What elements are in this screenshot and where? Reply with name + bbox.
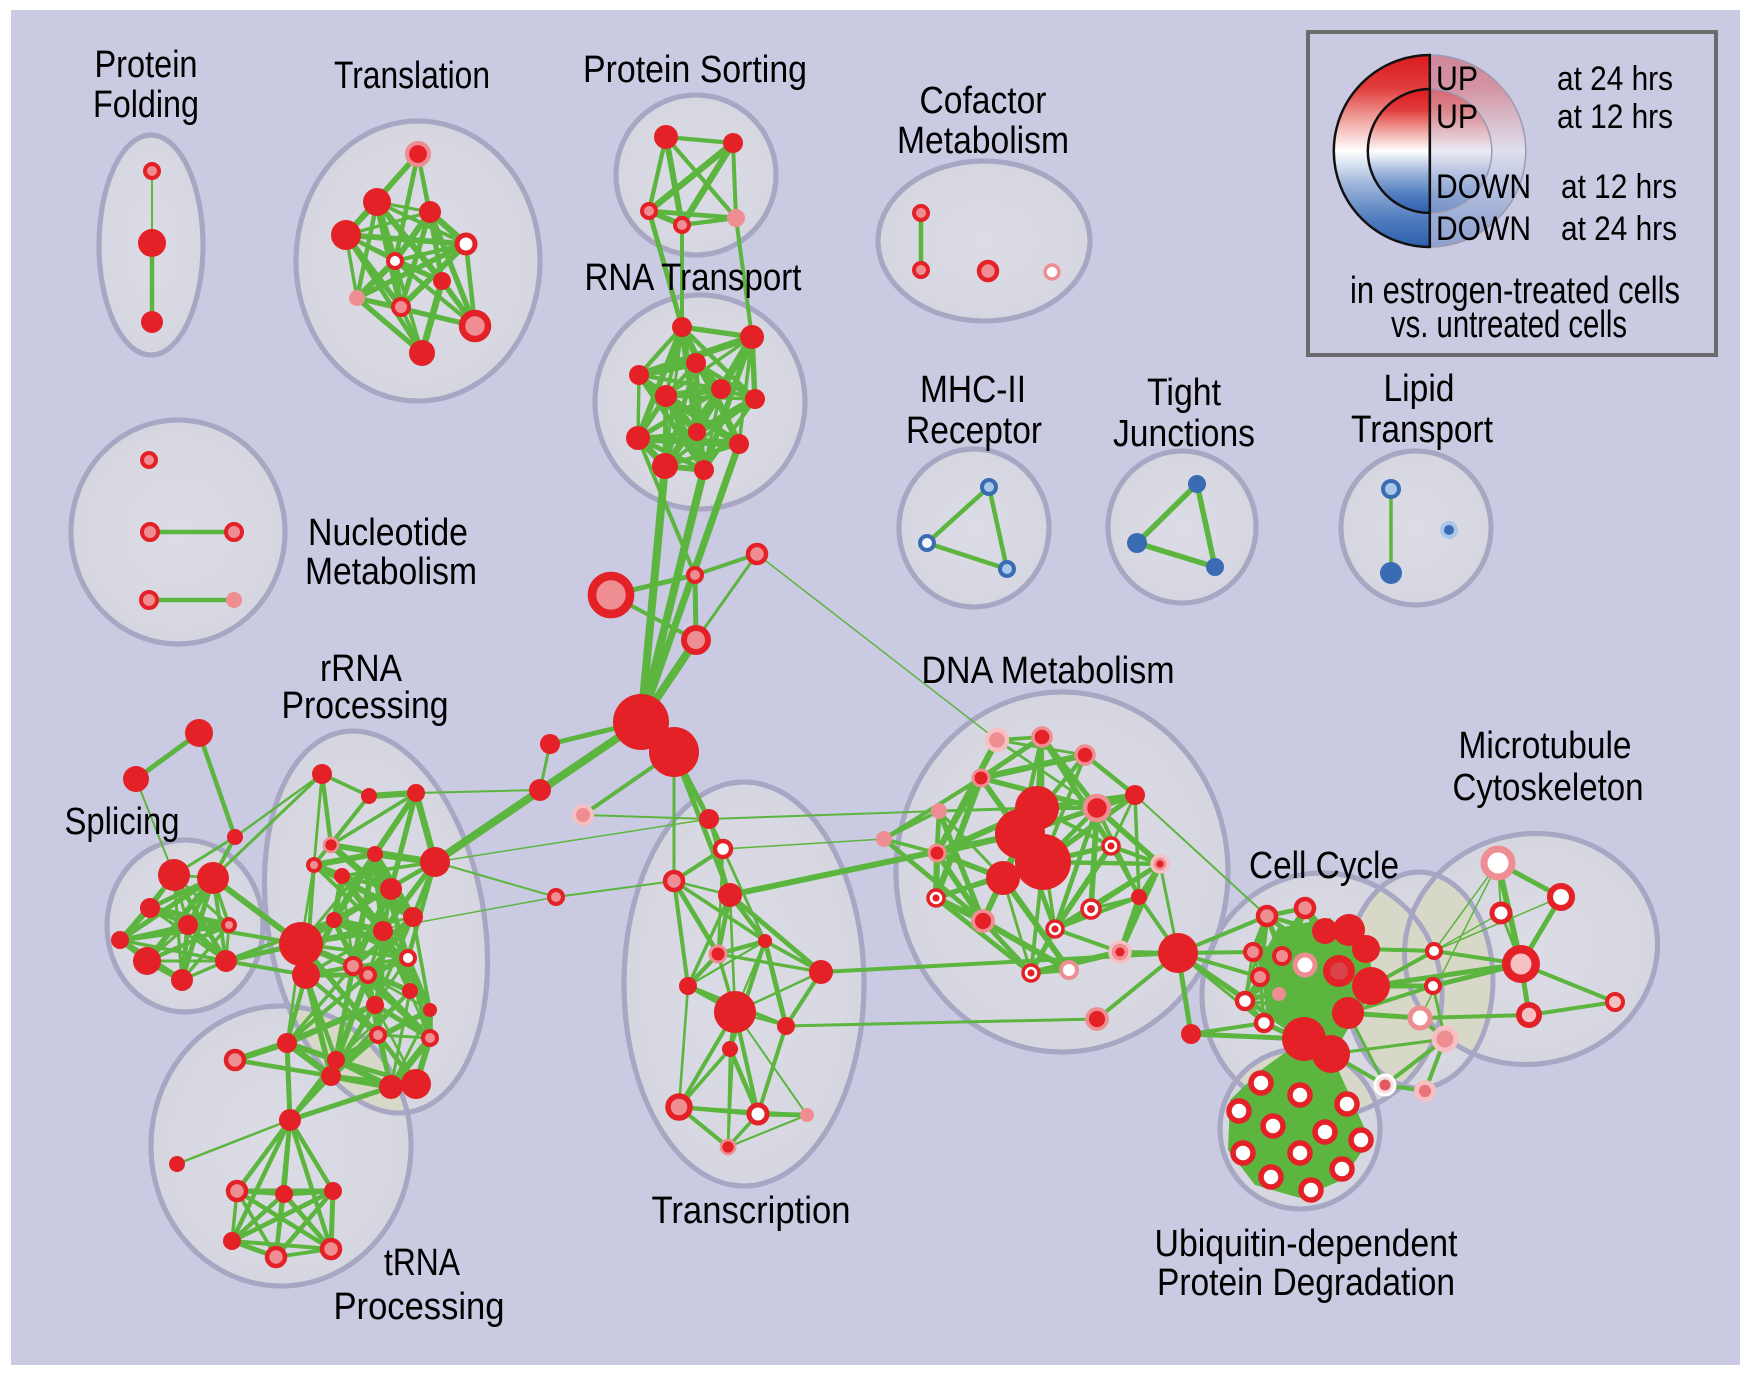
svg-text:UP: UP: [1436, 98, 1478, 136]
svg-text:Protein Degradation: Protein Degradation: [1157, 1262, 1455, 1304]
svg-text:at 24 hrs: at 24 hrs: [1557, 60, 1673, 98]
svg-text:Splicing: Splicing: [65, 801, 180, 843]
svg-text:Processing: Processing: [282, 685, 449, 727]
svg-text:Tight: Tight: [1147, 372, 1221, 414]
svg-text:tRNA: tRNA: [384, 1242, 461, 1284]
svg-text:at 24 hrs: at 24 hrs: [1561, 210, 1677, 248]
svg-text:Protein Sorting: Protein Sorting: [583, 49, 807, 91]
svg-text:Cytoskeleton: Cytoskeleton: [1453, 767, 1644, 809]
svg-text:Transcription: Transcription: [652, 1190, 851, 1232]
svg-text:Translation: Translation: [334, 55, 490, 97]
svg-text:MHC-II: MHC-II: [920, 369, 1026, 411]
svg-text:Ubiquitin-dependent: Ubiquitin-dependent: [1155, 1223, 1458, 1265]
svg-text:RNA Transport: RNA Transport: [585, 257, 802, 299]
svg-text:Nucleotide: Nucleotide: [308, 512, 468, 554]
svg-text:Metabolism: Metabolism: [305, 551, 477, 593]
svg-text:in estrogen-treated cells: in estrogen-treated cells: [1350, 270, 1680, 312]
svg-text:Cofactor: Cofactor: [920, 80, 1047, 122]
svg-text:vs. untreated cells: vs. untreated cells: [1391, 304, 1627, 346]
svg-text:Processing: Processing: [334, 1286, 505, 1328]
svg-text:Junctions: Junctions: [1113, 413, 1255, 455]
svg-text:Receptor: Receptor: [906, 410, 1042, 452]
svg-text:UP: UP: [1436, 60, 1478, 98]
svg-text:DOWN: DOWN: [1436, 168, 1531, 206]
svg-text:Microtubule: Microtubule: [1459, 725, 1632, 767]
svg-text:at 12 hrs: at 12 hrs: [1557, 98, 1673, 136]
svg-text:Transport: Transport: [1351, 409, 1493, 451]
svg-text:Protein: Protein: [95, 44, 198, 86]
svg-text:rRNA: rRNA: [320, 648, 403, 690]
svg-text:Lipid: Lipid: [1384, 368, 1455, 410]
svg-text:at 12 hrs: at 12 hrs: [1561, 168, 1677, 206]
svg-text:DOWN: DOWN: [1436, 210, 1531, 248]
svg-text:Cell Cycle: Cell Cycle: [1249, 845, 1399, 887]
svg-text:DNA Metabolism: DNA Metabolism: [922, 650, 1175, 692]
svg-text:Folding: Folding: [93, 84, 199, 126]
svg-text:Metabolism: Metabolism: [897, 120, 1069, 162]
